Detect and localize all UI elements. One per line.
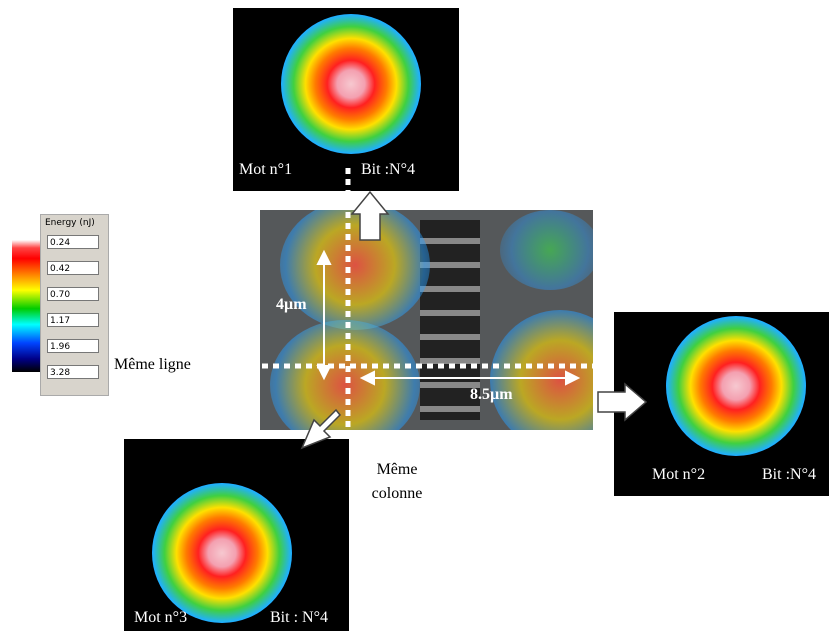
heat-spot <box>280 210 430 330</box>
bit-label: Bit :N°4 <box>361 161 415 178</box>
panel-3: Mot n°3 Bit : N°4 <box>124 439 349 631</box>
beam-spot <box>152 483 292 623</box>
legend-level: 3.28 <box>47 365 99 379</box>
legend-title: Energy (nJ) <box>45 218 95 228</box>
circuit-texture <box>420 220 480 420</box>
legend-level: 0.70 <box>47 287 99 301</box>
same-column-label: Même colonne <box>371 461 423 502</box>
horizontal-distance: 8.5µm <box>470 386 513 403</box>
legend-level: 1.17 <box>47 313 99 327</box>
color-scale <box>12 240 40 372</box>
legend-level: 0.42 <box>47 261 99 275</box>
beam-spot <box>281 14 421 154</box>
bit-label: Bit : N°4 <box>270 609 328 626</box>
vertical-distance: 4µm <box>276 296 307 313</box>
word-label: Mot n°2 <box>652 466 706 483</box>
same-row-label: Même ligne <box>114 356 191 373</box>
word-label: Mot n°3 <box>134 609 188 626</box>
heat-spot <box>500 210 593 290</box>
energy-legend: Energy (nJ) 0.24 0.42 0.70 1.17 1.96 3.28 <box>40 214 109 396</box>
bit-label: Bit :N°4 <box>762 466 816 483</box>
word-label: Mot n°1 <box>239 161 293 178</box>
direction-arrows <box>300 190 648 450</box>
circuit-image <box>260 210 593 430</box>
panel-1: Mot n°1 Bit :N°4 <box>233 8 459 191</box>
heat-spot <box>270 320 420 430</box>
legend-level: 0.24 <box>47 235 99 249</box>
beam-spot <box>666 316 806 456</box>
legend-level: 1.96 <box>47 339 99 353</box>
panel-2: Mot n°2 Bit :N°4 <box>614 312 829 496</box>
dimension-arrows <box>316 249 581 386</box>
